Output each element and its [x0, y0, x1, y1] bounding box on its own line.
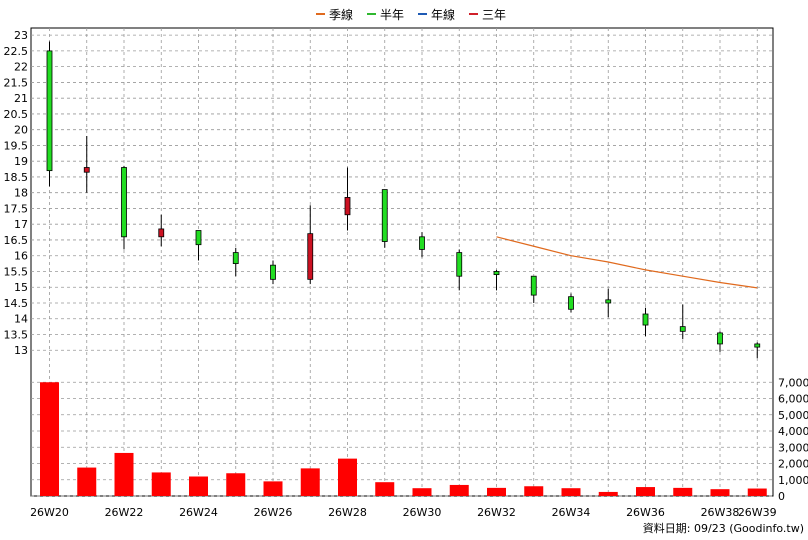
- price-tick-label: 16: [14, 250, 28, 263]
- x-tick-label: 26W32: [477, 506, 516, 519]
- volume-tick-label: 0: [778, 490, 785, 503]
- legend-label: 季線: [329, 7, 353, 22]
- volume-bar: [412, 488, 432, 496]
- legend-label: 年線: [431, 7, 455, 22]
- candle-body: [493, 271, 500, 276]
- volume-bar: [338, 458, 357, 496]
- price-tick-label: 17.5: [4, 202, 29, 215]
- volume-tick-label: 7,000: [778, 376, 808, 389]
- volume-bar: [524, 486, 544, 496]
- price-tick-label: 16.5: [4, 234, 29, 247]
- price-tick-label: 21: [14, 92, 28, 105]
- volume-tick-label: 5,000: [778, 409, 808, 422]
- candle-body: [381, 189, 388, 242]
- volume-tick-label: 4,000: [778, 425, 808, 438]
- price-tick-label: 20.5: [4, 108, 29, 121]
- plot-frame: [30, 27, 774, 497]
- price-tick-label: 14.5: [4, 297, 29, 310]
- x-tick-label: 26W39: [738, 506, 777, 519]
- data-source-note: 資料日期: 09/23 (Goodinfo.tw): [643, 521, 804, 535]
- volume-bar: [710, 489, 730, 496]
- volume-bar: [487, 487, 506, 496]
- volume-bar: [189, 476, 208, 496]
- price-tick-label: 18.5: [4, 171, 29, 184]
- candle-body: [344, 197, 351, 216]
- volume-tick-label: 6,000: [778, 393, 808, 406]
- candle-body: [270, 264, 276, 280]
- volume-tick-label: 3,000: [778, 441, 808, 454]
- volume-bar: [673, 487, 693, 496]
- candle-body: [530, 275, 537, 296]
- volume-bar: [226, 473, 246, 496]
- volume-bar: [449, 484, 469, 496]
- quarter-ma-line: [496, 236, 758, 289]
- candle-body: [642, 313, 649, 326]
- volume-tick-label: 2,000: [778, 458, 808, 471]
- volume-bar: [300, 468, 320, 496]
- x-tick-label: 26W36: [626, 506, 665, 519]
- price-tick-label: 22: [14, 61, 28, 74]
- price-tick-label: 21.5: [4, 76, 29, 89]
- price-tick-label: 19: [14, 155, 28, 168]
- candle-body: [307, 233, 314, 280]
- candle-body: [83, 167, 90, 173]
- volume-bar: [747, 488, 767, 496]
- candle-body: [121, 167, 127, 238]
- x-tick-label: 26W30: [403, 506, 442, 519]
- price-tick-label: 18: [14, 187, 28, 200]
- candle-body: [195, 230, 202, 246]
- volume-bar: [40, 382, 59, 496]
- volume-tick-label: 1,000: [778, 474, 808, 487]
- x-tick-label: 26W22: [105, 506, 144, 519]
- volume-bar: [114, 452, 134, 496]
- x-tick-label: 26W26: [254, 506, 293, 519]
- candle-body: [717, 332, 723, 345]
- candle-body: [46, 50, 53, 172]
- volume-bar: [561, 488, 581, 496]
- x-tick-label: 26W24: [179, 506, 218, 519]
- volume-bar: [636, 487, 655, 496]
- price-tick-label: 13.5: [4, 328, 29, 341]
- candle-body: [158, 228, 165, 238]
- candle-body: [605, 299, 612, 304]
- legend-label: 三年: [482, 8, 506, 22]
- volume-bar: [598, 491, 618, 496]
- legend-label: 半年: [380, 8, 404, 22]
- candle-body: [232, 252, 239, 264]
- x-tick-label: 26W28: [328, 506, 367, 519]
- volume-bar: [375, 482, 395, 496]
- candle-body: [419, 236, 425, 250]
- candle-body: [679, 326, 686, 332]
- price-tick-label: 15.5: [4, 265, 29, 278]
- volume-bar: [263, 481, 283, 496]
- x-tick-label: 26W34: [552, 506, 591, 519]
- candle-body: [568, 296, 574, 310]
- price-tick-label: 20: [14, 124, 28, 137]
- x-tick-label: 26W38: [701, 506, 740, 519]
- price-tick-label: 17: [14, 218, 28, 231]
- candle-body: [754, 343, 761, 348]
- candle-body: [456, 252, 463, 277]
- volume-bar: [77, 467, 97, 496]
- price-tick-label: 14: [14, 313, 28, 326]
- volume-bar: [151, 472, 171, 496]
- price-tick-label: 23: [14, 29, 28, 42]
- price-tick-label: 19.5: [4, 139, 29, 152]
- price-tick-label: 15: [14, 281, 28, 294]
- price-tick-label: 22.5: [4, 45, 29, 58]
- price-tick-label: 13: [14, 344, 28, 357]
- x-tick-label: 26W20: [30, 506, 69, 519]
